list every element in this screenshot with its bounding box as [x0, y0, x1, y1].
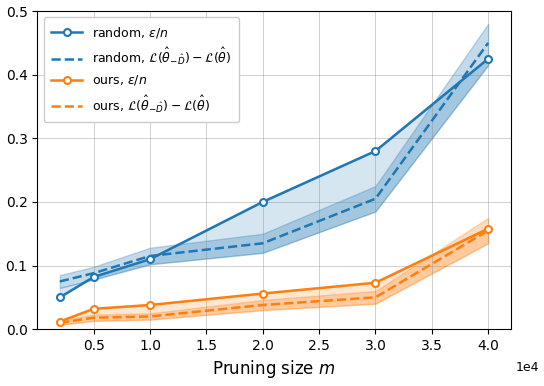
random, $\mathcal{L}(\hat{\theta}_{-\hat{D}}) - \mathcal{L}(\hat{\theta})$ [485, 41, 491, 45]
Line: ours, $\varepsilon/n$: ours, $\varepsilon/n$ [57, 225, 492, 325]
random, $\varepsilon/n$ [147, 257, 153, 261]
random, $\mathcal{L}(\hat{\theta}_{-\hat{D}}) - \mathcal{L}(\hat{\theta})$ [147, 254, 153, 258]
ours, $\mathcal{L}(\hat{\theta}_{-\hat{D}}) - \mathcal{L}(\hat{\theta})$ [57, 320, 63, 325]
random, $\varepsilon/n$ [90, 275, 97, 279]
random, $\mathcal{L}(\hat{\theta}_{-\hat{D}}) - \mathcal{L}(\hat{\theta})$ [372, 196, 379, 201]
ours, $\varepsilon/n$ [57, 319, 63, 324]
random, $\varepsilon/n$ [57, 295, 63, 300]
ours, $\varepsilon/n$ [259, 291, 266, 296]
random, $\varepsilon/n$ [372, 149, 379, 153]
ours, $\varepsilon/n$ [90, 306, 97, 311]
Line: random, $\varepsilon/n$: random, $\varepsilon/n$ [57, 55, 492, 301]
ours, $\mathcal{L}(\hat{\theta}_{-\hat{D}}) - \mathcal{L}(\hat{\theta})$ [147, 314, 153, 319]
random, $\mathcal{L}(\hat{\theta}_{-\hat{D}}) - \mathcal{L}(\hat{\theta})$ [90, 271, 97, 276]
ours, $\mathcal{L}(\hat{\theta}_{-\hat{D}}) - \mathcal{L}(\hat{\theta})$ [90, 315, 97, 320]
Legend: random, $\varepsilon/n$, random, $\mathcal{L}(\hat{\theta}_{-\hat{D}}) - \mathca: random, $\varepsilon/n$, random, $\mathc… [44, 17, 239, 122]
Text: 1e4: 1e4 [516, 361, 539, 374]
random, $\varepsilon/n$ [259, 200, 266, 204]
ours, $\varepsilon/n$ [485, 226, 491, 231]
Line: random, $\mathcal{L}(\hat{\theta}_{-\hat{D}}) - \mathcal{L}(\hat{\theta})$: random, $\mathcal{L}(\hat{\theta}_{-\hat… [60, 43, 488, 281]
random, $\mathcal{L}(\hat{\theta}_{-\hat{D}}) - \mathcal{L}(\hat{\theta})$ [259, 241, 266, 245]
Line: ours, $\mathcal{L}(\hat{\theta}_{-\hat{D}}) - \mathcal{L}(\hat{\theta})$: ours, $\mathcal{L}(\hat{\theta}_{-\hat{D… [60, 230, 488, 323]
ours, $\varepsilon/n$ [147, 303, 153, 307]
random, $\mathcal{L}(\hat{\theta}_{-\hat{D}}) - \mathcal{L}(\hat{\theta})$ [57, 279, 63, 284]
X-axis label: Pruning size $m$: Pruning size $m$ [212, 359, 336, 381]
ours, $\mathcal{L}(\hat{\theta}_{-\hat{D}}) - \mathcal{L}(\hat{\theta})$ [259, 303, 266, 307]
ours, $\varepsilon/n$ [372, 280, 379, 285]
ours, $\mathcal{L}(\hat{\theta}_{-\hat{D}}) - \mathcal{L}(\hat{\theta})$ [485, 228, 491, 233]
ours, $\mathcal{L}(\hat{\theta}_{-\hat{D}}) - \mathcal{L}(\hat{\theta})$ [372, 295, 379, 300]
random, $\varepsilon/n$ [485, 56, 491, 61]
